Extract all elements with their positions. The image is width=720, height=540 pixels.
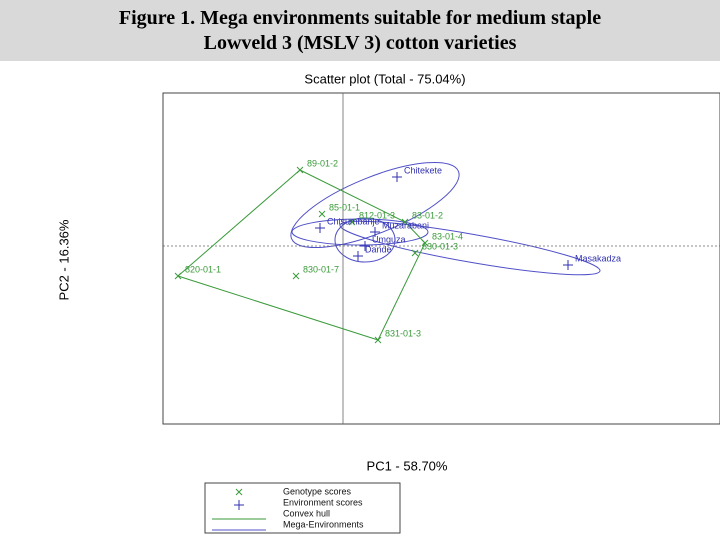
point-label: 830-01-3 [422, 241, 458, 251]
ellipse [334, 217, 396, 263]
legend-symbol [235, 488, 243, 496]
marker-stroke [421, 239, 429, 247]
legend-box [204, 482, 401, 534]
point-label: 812-01-3 [359, 210, 395, 220]
environment-point [370, 227, 380, 237]
environment-point [360, 241, 370, 251]
point-label: 820-01-1 [185, 264, 221, 274]
point-label: Masakadza [575, 253, 621, 263]
environment-point [392, 172, 402, 182]
marker-stroke [292, 272, 300, 280]
legend-label: Mega-Environments [283, 519, 364, 529]
x-axis-label: PC1 - 58.70% [367, 458, 448, 473]
marker-stroke [411, 249, 419, 257]
environment-point [353, 251, 363, 261]
y-axis-label: PC2 - 16.36% [56, 219, 71, 300]
point-label: 830-01-7 [303, 264, 339, 274]
point-label: 831-01-3 [385, 328, 421, 338]
title-line: Lowveld 3 (MSLV 3) cotton varieties [203, 32, 517, 54]
point-label: Muzarabani [382, 220, 429, 230]
environment-point [563, 260, 573, 270]
legend-label: Convex hull [283, 508, 330, 518]
legend-label: Environment scores [283, 497, 363, 507]
marker-stroke [374, 336, 382, 344]
title-line: Figure 1. Mega environments suitable for… [118, 7, 602, 29]
point-label: Chitekete [404, 165, 442, 175]
genotype-point [421, 239, 429, 247]
genotype-point [292, 272, 300, 280]
marker-stroke [296, 166, 304, 174]
genotype-point [374, 336, 382, 344]
ellipse [291, 218, 429, 246]
point-label: Umguza [372, 234, 406, 244]
point-label: 89-01-2 [307, 158, 338, 168]
marker-stroke [348, 218, 356, 226]
ellipse [290, 161, 460, 249]
header: Figure 1. Mega environments suitable for… [0, 0, 720, 61]
genotype-point [296, 166, 304, 174]
genotype-point [318, 210, 326, 218]
point-label: Chisumbanje [327, 216, 380, 226]
ellipse [339, 220, 601, 276]
environment-point [315, 223, 325, 233]
genotype-point [348, 218, 356, 226]
point-label: 83-01-4 [432, 231, 463, 241]
legend-label: Genotype scores [283, 486, 352, 496]
convex-hull [177, 169, 426, 341]
mega-environments [290, 161, 601, 276]
marker-stroke [174, 272, 182, 280]
chart-title: Scatter plot (Total - 75.04%) [304, 71, 465, 86]
plot-frame [162, 92, 720, 425]
marker-stroke [235, 488, 243, 496]
genotype-point [401, 218, 409, 226]
legend-symbol [234, 500, 244, 510]
point-label: Dande [365, 244, 392, 254]
genotype-point [174, 272, 182, 280]
marker-stroke [401, 218, 409, 226]
marker-stroke [318, 210, 326, 218]
genotype-point [411, 249, 419, 257]
point-label: 85-01-1 [329, 202, 360, 212]
point-label: 83-01-2 [412, 210, 443, 220]
